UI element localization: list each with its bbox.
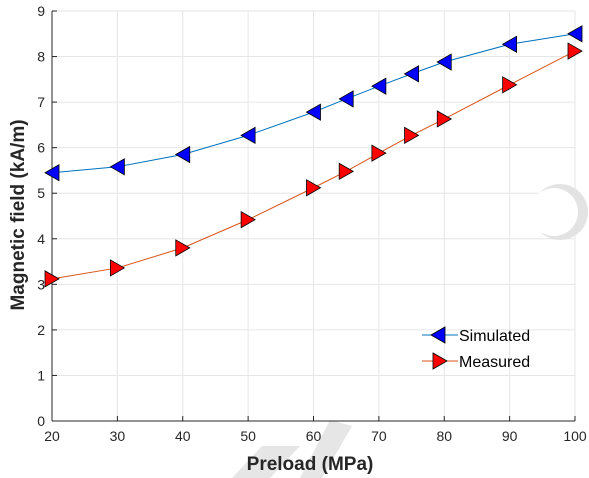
data-point-simulated (567, 25, 583, 43)
y-tick-label: 1 (37, 367, 45, 383)
legend-label-simulated: Simulated (459, 328, 530, 345)
y-tick-label: 4 (37, 231, 45, 247)
data-point-simulated (44, 164, 60, 182)
data-point-measured (404, 126, 420, 145)
data-point-measured (371, 144, 387, 162)
data-point-simulated (501, 35, 518, 53)
y-tick-label: 7 (37, 94, 45, 110)
data-point-simulated (338, 90, 354, 108)
watermark-graphic (232, 184, 588, 478)
x-axis-title: Preload (MPa) (247, 454, 374, 475)
x-tick-labels: 20 30 40 50 60 70 80 90 100 (44, 428, 587, 444)
axes-frame (51, 10, 576, 422)
grid-lines (51, 10, 576, 422)
y-tick-label: 0 (37, 413, 45, 429)
y-tick-label: 3 (37, 276, 45, 292)
data-point-measured (567, 42, 583, 60)
y-tick-labels: 0 1 2 3 4 5 6 7 8 9 (37, 3, 45, 429)
data-point-measured (502, 76, 518, 94)
data-point-measured (44, 270, 60, 288)
y-tick-label: 8 (37, 49, 45, 65)
x-tick-label: 20 (44, 428, 60, 444)
data-point-measured (109, 259, 126, 277)
y-tick-label: 2 (37, 322, 45, 338)
data-point-simulated (436, 53, 452, 71)
x-tick-label: 30 (110, 428, 126, 444)
x-tick-label: 70 (371, 428, 387, 444)
data-point-simulated (109, 158, 125, 176)
data-point-measured (240, 210, 256, 229)
data-point-measured (306, 179, 322, 197)
legend-label-measured: Measured (459, 354, 530, 371)
x-tick-label: 100 (563, 428, 587, 444)
x-tick-label: 90 (502, 428, 518, 444)
legend: Simulated Measured (422, 326, 530, 371)
x-tick-label: 60 (306, 428, 322, 444)
y-tick-label: 9 (37, 3, 45, 19)
y-tick-label: 6 (37, 140, 45, 156)
data-point-measured (338, 162, 354, 181)
data-point-simulated (371, 77, 387, 95)
x-tick-label: 80 (436, 428, 452, 444)
data-series (44, 25, 583, 288)
data-point-measured (175, 239, 191, 257)
x-tick-label: 40 (175, 428, 191, 444)
data-point-measured (436, 110, 453, 128)
data-point-simulated (305, 103, 321, 121)
data-point-simulated (240, 126, 256, 145)
y-tick-label: 5 (37, 185, 45, 201)
data-point-simulated (403, 65, 419, 83)
legend-marker-simulated (430, 326, 446, 344)
y-axis-title: Magnetic field (kA/m) (8, 119, 29, 310)
data-point-simulated (174, 145, 191, 164)
legend-marker-measured (432, 352, 448, 370)
x-tick-label: 50 (240, 428, 256, 444)
